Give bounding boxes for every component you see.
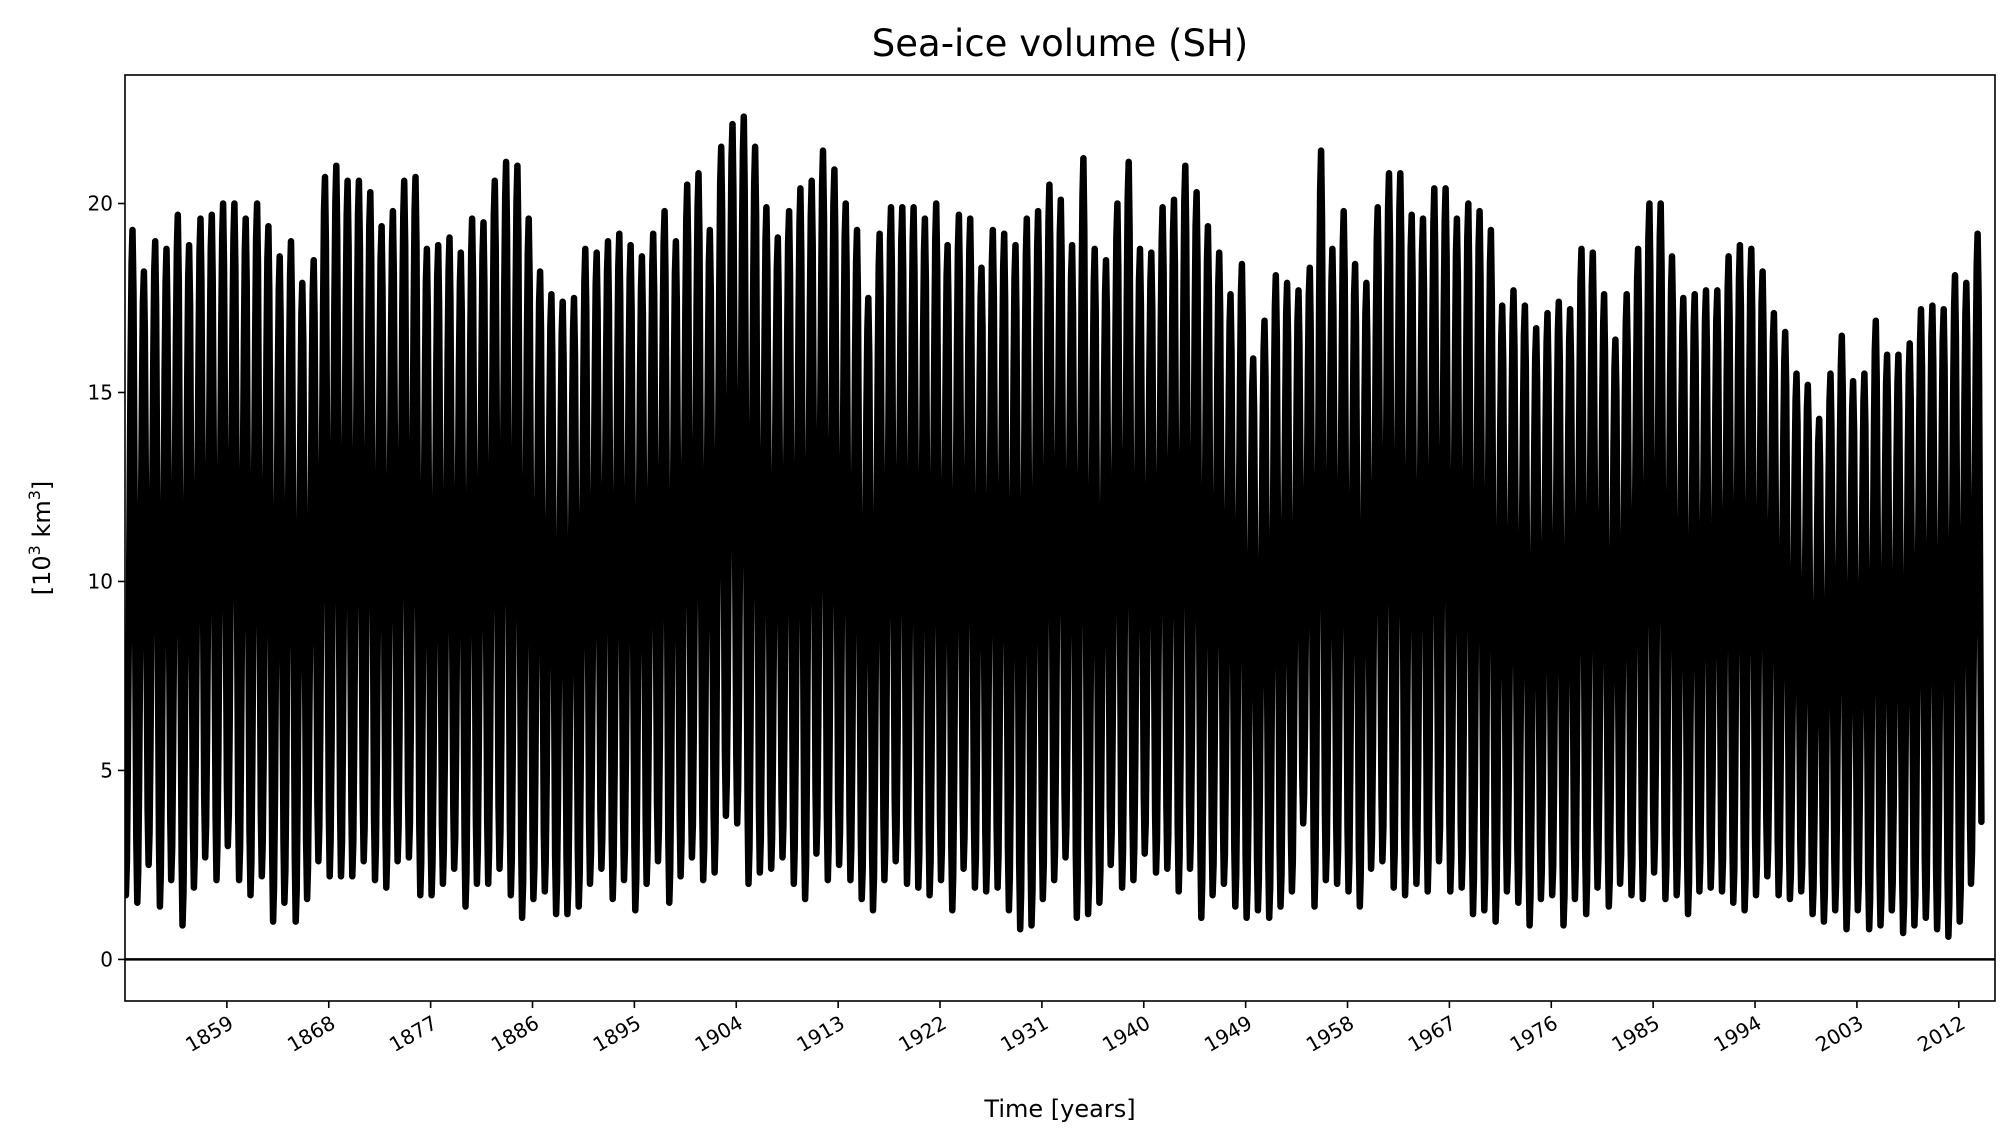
series-line-group bbox=[125, 113, 1985, 940]
x-tick-label: 2012 bbox=[1913, 1011, 1969, 1057]
x-tick-label: 1994 bbox=[1709, 1011, 1765, 1057]
x-tick-label: 1895 bbox=[589, 1011, 645, 1057]
x-tick-label: 1985 bbox=[1608, 1011, 1664, 1057]
plot-frame bbox=[124, 74, 1996, 1002]
y-tick-label: 10 bbox=[88, 569, 113, 593]
x-tick-label: 1931 bbox=[996, 1011, 1052, 1057]
y-tick-label: 20 bbox=[88, 192, 113, 216]
series-line bbox=[125, 113, 1985, 940]
chart-title: Sea-ice volume (SH) bbox=[872, 22, 1248, 65]
x-tick-label: 1940 bbox=[1098, 1011, 1154, 1057]
x-tick-label: 2003 bbox=[1811, 1011, 1867, 1057]
x-tick-label: 1877 bbox=[385, 1011, 441, 1057]
x-tick-label: 1949 bbox=[1200, 1011, 1256, 1057]
x-tick-label: 1886 bbox=[487, 1011, 543, 1057]
x-tick-label: 1976 bbox=[1506, 1011, 1562, 1057]
y-axis-label: [103 km3] bbox=[25, 481, 56, 596]
x-axis: 1859 1868 1877 1886 1895 1904 1913 1922 1931 1940… bbox=[181, 1001, 1969, 1057]
x-axis-label: Time [years] bbox=[983, 1095, 1135, 1123]
x-tick-label: 1868 bbox=[283, 1011, 339, 1057]
y-tick-label: 5 bbox=[100, 758, 113, 782]
x-tick-label: 1958 bbox=[1302, 1011, 1358, 1057]
y-tick-label: 15 bbox=[88, 380, 113, 404]
x-tick-label: 1913 bbox=[793, 1011, 849, 1057]
x-tick-label: 1922 bbox=[894, 1011, 950, 1057]
y-tick-label: 0 bbox=[100, 947, 113, 971]
x-tick-label: 1859 bbox=[181, 1011, 237, 1057]
y-axis: 0 5 10 15 20 bbox=[88, 192, 125, 971]
x-tick-label: 1904 bbox=[691, 1011, 747, 1057]
x-tick-label: 1967 bbox=[1404, 1011, 1460, 1057]
